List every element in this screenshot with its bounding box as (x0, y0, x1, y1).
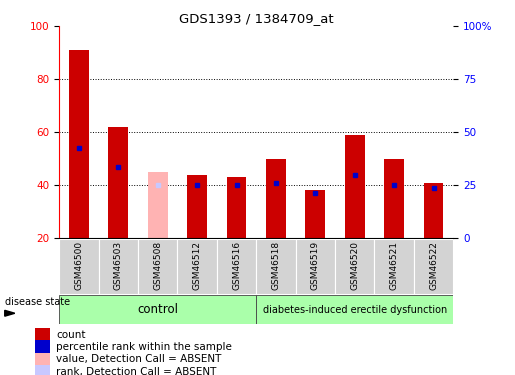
Bar (335, 239, 374, 294)
Text: GSM46503: GSM46503 (114, 241, 123, 290)
Polygon shape (5, 310, 15, 316)
Bar (384, 159, 404, 238)
Bar (256, 295, 453, 324)
Bar (217, 239, 256, 294)
Bar (148, 172, 167, 238)
Text: GSM46508: GSM46508 (153, 241, 162, 290)
Bar (266, 159, 286, 238)
Bar (424, 183, 443, 238)
Bar (414, 239, 453, 294)
Text: percentile rank within the sample: percentile rank within the sample (56, 342, 232, 352)
Text: diabetes-induced erectile dysfunction: diabetes-induced erectile dysfunction (263, 305, 447, 315)
Bar (59, 295, 256, 324)
Bar (35, 328, 50, 342)
Text: GSM46512: GSM46512 (193, 241, 201, 290)
Text: value, Detection Call = ABSENT: value, Detection Call = ABSENT (56, 354, 221, 364)
Bar (345, 135, 365, 238)
Bar (35, 352, 50, 366)
Text: rank, Detection Call = ABSENT: rank, Detection Call = ABSENT (56, 367, 216, 375)
Bar (35, 340, 50, 354)
Text: count: count (56, 330, 85, 340)
Bar (374, 239, 414, 294)
Bar (227, 177, 246, 238)
Bar (296, 239, 335, 294)
Text: GSM46522: GSM46522 (429, 241, 438, 290)
Text: control: control (137, 303, 178, 316)
Bar (187, 175, 207, 238)
Text: GSM46518: GSM46518 (271, 241, 280, 290)
Text: GSM46519: GSM46519 (311, 241, 320, 290)
Bar (59, 239, 99, 294)
Text: GSM46521: GSM46521 (390, 241, 399, 290)
Text: GSM46520: GSM46520 (350, 241, 359, 290)
Bar (177, 239, 217, 294)
Text: GSM46500: GSM46500 (75, 241, 83, 290)
Title: GDS1393 / 1384709_at: GDS1393 / 1384709_at (179, 12, 334, 25)
Bar (109, 127, 128, 238)
Text: disease state: disease state (5, 297, 70, 307)
Bar (256, 239, 296, 294)
Text: GSM46516: GSM46516 (232, 241, 241, 290)
Bar (69, 50, 89, 238)
Bar (99, 239, 138, 294)
Bar (305, 190, 325, 238)
Bar (35, 365, 50, 375)
Bar (138, 239, 177, 294)
